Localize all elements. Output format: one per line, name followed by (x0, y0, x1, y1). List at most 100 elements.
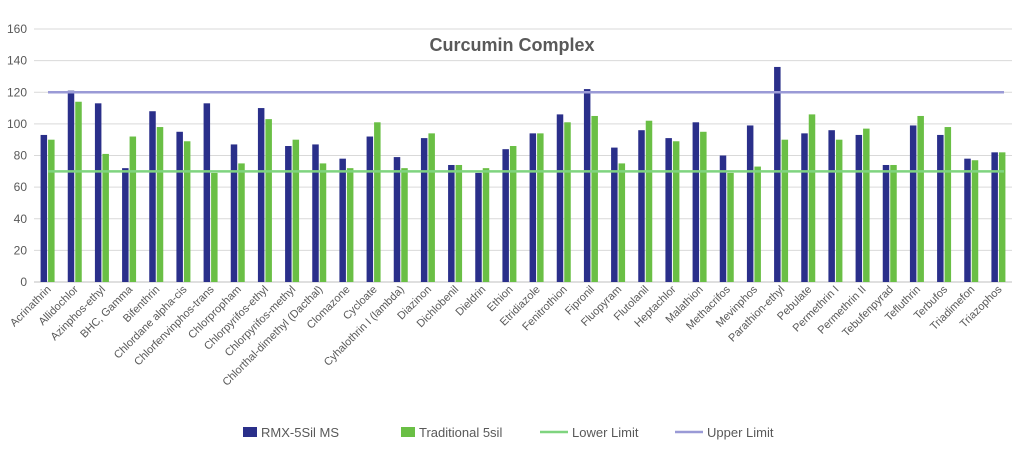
bar-traditional-5sil (998, 152, 1006, 282)
legend-label: Traditional 5sil (419, 425, 502, 440)
bar-rmx-5sil-ms (719, 155, 727, 282)
bar-rmx-5sil-ms (230, 144, 238, 282)
bar-rmx-5sil-ms (67, 90, 75, 282)
bar-rmx-5sil-ms (176, 131, 183, 282)
legend-item-rmx-5sil-ms: RMX-5Sil MS (243, 425, 339, 440)
bar-rmx-5sil-ms (964, 158, 971, 282)
legend-swatch (401, 427, 415, 437)
bar-traditional-5sil (971, 160, 979, 282)
y-tick-label: 120 (7, 85, 27, 99)
bar-rmx-5sil-ms (882, 164, 890, 282)
bar-traditional-5sil (482, 168, 490, 282)
legend-label: Upper Limit (707, 425, 774, 440)
bar-traditional-5sil (75, 101, 82, 282)
bar-traditional-5sil (428, 133, 435, 282)
bar-traditional-5sil (48, 139, 55, 282)
bar-rmx-5sil-ms (285, 146, 292, 282)
legend-swatch (243, 427, 257, 437)
bar-traditional-5sil (591, 115, 598, 282)
bar-rmx-5sil-ms (556, 114, 564, 282)
y-tick-label: 80 (14, 149, 28, 163)
bar-traditional-5sil (564, 122, 571, 282)
bar-rmx-5sil-ms (583, 89, 591, 283)
bar-rmx-5sil-ms (746, 125, 754, 282)
bar-traditional-5sil (700, 131, 707, 282)
bar-rmx-5sil-ms (312, 144, 319, 282)
bar-rmx-5sil-ms (529, 133, 537, 282)
bar-rmx-5sil-ms (774, 66, 781, 282)
y-tick-label: 20 (14, 243, 28, 257)
bar-rmx-5sil-ms (94, 103, 102, 282)
bar-rmx-5sil-ms (801, 133, 808, 282)
y-tick-label: 60 (14, 180, 28, 194)
bar-traditional-5sil (808, 114, 816, 282)
bar-traditional-5sil (618, 163, 626, 282)
bar-rmx-5sil-ms (339, 158, 346, 282)
bar-traditional-5sil (890, 164, 897, 282)
chart-title: Curcumin Complex (429, 35, 594, 55)
bar-traditional-5sil (944, 127, 952, 282)
bar-rmx-5sil-ms (475, 172, 482, 282)
bar-rmx-5sil-ms (991, 152, 998, 282)
bar-traditional-5sil (129, 136, 137, 282)
bar-rmx-5sil-ms (420, 138, 428, 282)
bar-traditional-5sil (238, 163, 245, 282)
reference-lines (48, 91, 1004, 173)
bar-rmx-5sil-ms (665, 138, 672, 282)
bar-rmx-5sil-ms (937, 134, 944, 282)
bar-rmx-5sil-ms (909, 125, 917, 282)
bar-traditional-5sil (455, 164, 463, 282)
bar-rmx-5sil-ms (855, 134, 863, 282)
bar-traditional-5sil (727, 172, 734, 282)
bar-rmx-5sil-ms (122, 168, 129, 282)
x-axis-labels: AcrinathrinAllidochlorAzinphos-ethylBHC,… (8, 283, 1005, 388)
bar-traditional-5sil (211, 172, 218, 282)
bar-traditional-5sil (319, 163, 327, 282)
bar-traditional-5sil (754, 166, 761, 282)
bar-traditional-5sil (401, 168, 408, 282)
bar-traditional-5sil (292, 139, 300, 282)
bar-rmx-5sil-ms (502, 149, 509, 282)
x-category-label: Dieldrin (454, 284, 489, 319)
bar-rmx-5sil-ms (611, 147, 618, 282)
bar-traditional-5sil (917, 115, 924, 282)
bar-traditional-5sil (156, 127, 164, 282)
bar-traditional-5sil (863, 128, 870, 282)
bar-rmx-5sil-ms (828, 130, 835, 282)
legend-label: Lower Limit (572, 425, 639, 440)
bar-rmx-5sil-ms (203, 103, 211, 282)
bar-rmx-5sil-ms (257, 108, 265, 282)
legend-item-upper-limit: Upper Limit (675, 425, 774, 440)
bar-rmx-5sil-ms (692, 122, 700, 282)
legend-label: RMX-5Sil MS (261, 425, 339, 440)
y-tick-label: 40 (14, 212, 28, 226)
legend: RMX-5Sil MS Traditional 5sil Lower Limit Up… (243, 425, 774, 440)
bar-rmx-5sil-ms (366, 136, 374, 282)
y-tick-label: 100 (7, 117, 27, 131)
bar-traditional-5sil (265, 119, 272, 282)
y-tick-label: 140 (7, 54, 27, 68)
bar-rmx-5sil-ms (638, 130, 645, 282)
y-tick-label: 160 (7, 22, 27, 36)
bars (40, 66, 1006, 283)
bar-rmx-5sil-ms (40, 134, 48, 282)
bar-traditional-5sil (537, 133, 544, 282)
bar-traditional-5sil (183, 141, 191, 282)
legend-item-traditional-5sil: Traditional 5sil (401, 425, 502, 440)
bar-traditional-5sil (374, 122, 381, 282)
y-axis-ticks: 0 20 40 60 80 100 120 140 160 (7, 22, 27, 289)
bar-traditional-5sil (645, 120, 653, 283)
y-tick-label: 0 (20, 275, 27, 289)
bar-traditional-5sil (102, 153, 109, 282)
bar-rmx-5sil-ms (149, 111, 156, 282)
bar-rmx-5sil-ms (448, 164, 455, 282)
bar-traditional-5sil (509, 146, 517, 282)
bar-traditional-5sil (781, 139, 789, 282)
bar-traditional-5sil (346, 168, 354, 282)
bar-rmx-5sil-ms (393, 157, 401, 282)
legend-item-lower-limit: Lower Limit (540, 425, 639, 440)
bar-traditional-5sil (835, 139, 843, 282)
bar-traditional-5sil (672, 141, 680, 282)
